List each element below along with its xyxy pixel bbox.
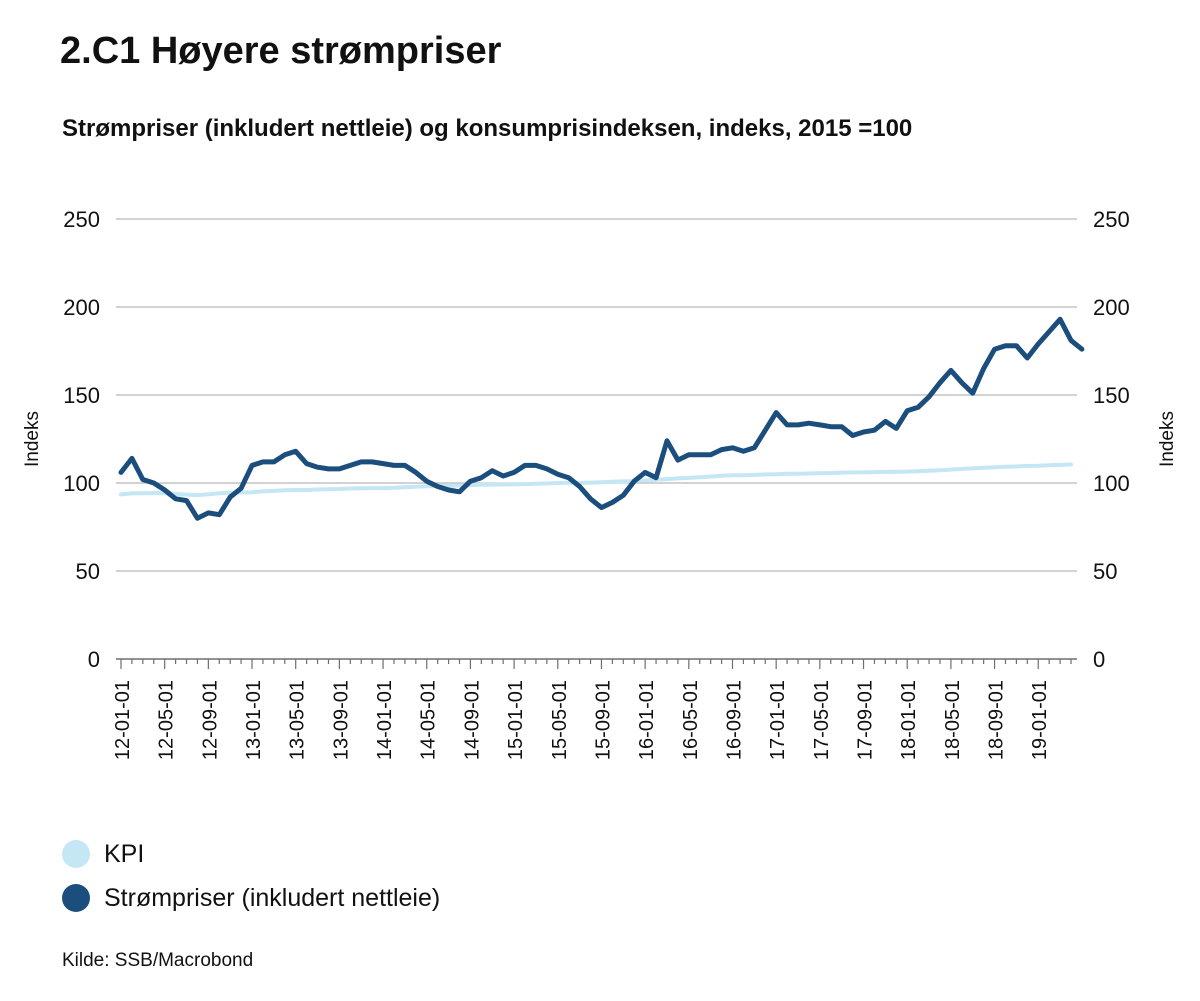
x-tick-label-13-05-01: 13-05-01: [287, 680, 309, 760]
x-tick-label-16-01-01: 16-01-01: [636, 680, 658, 760]
y-tick-left-100: 100: [63, 471, 100, 496]
x-tick-label-17-09-01: 17-09-01: [855, 680, 877, 760]
legend-swatch-strompriser: [62, 884, 90, 912]
x-tick-label-13-09-01: 13-09-01: [330, 680, 352, 760]
chart-title: 2.C1 Høyere strømpriser: [60, 30, 502, 72]
chart-subtitle: Strømpriser (inkludert nettleie) og kons…: [62, 115, 913, 142]
x-tick-label-13-01-01: 13-01-01: [243, 680, 265, 760]
y-tick-left-150: 150: [63, 383, 100, 408]
x-tick-label-12-09-01: 12-09-01: [199, 680, 221, 760]
x-tick-label-15-01-01: 15-01-01: [505, 680, 527, 760]
y-tick-left-0: 0: [88, 647, 100, 672]
y-axis-title-right: Indeks: [1157, 411, 1178, 467]
series-line-kpi: [119, 462, 1073, 498]
legend: KPI Strømpriser (inkludert nettleie): [62, 832, 440, 920]
legend-label-strompriser: Strømpriser (inkludert nettleie): [104, 883, 441, 912]
x-tick-label-14-05-01: 14-05-01: [418, 680, 440, 760]
x-tick-label-16-09-01: 16-09-01: [723, 680, 745, 760]
x-tick-label-12-01-01: 12-01-01: [112, 680, 134, 760]
y-axis-title-left: Indeks: [22, 411, 43, 467]
x-tick-label-17-01-01: 17-01-01: [767, 680, 789, 760]
y-tick-left-250: 250: [63, 207, 100, 232]
x-tick-label-19-01-01: 19-01-01: [1029, 680, 1051, 760]
x-tick-label-17-05-01: 17-05-01: [811, 680, 833, 760]
legend-swatch-kpi: [62, 840, 90, 868]
legend-item-kpi: KPI: [62, 832, 440, 876]
y-tick-right-50: 50: [1093, 559, 1117, 584]
y-tick-right-250: 250: [1093, 207, 1130, 232]
series-line-strompriser: [118, 316, 1085, 521]
x-tick-label-15-05-01: 15-05-01: [549, 680, 571, 760]
x-tick-label-18-09-01: 18-09-01: [986, 680, 1008, 760]
x-tick-label-18-01-01: 18-01-01: [898, 680, 920, 760]
x-tick-label-12-05-01: 12-05-01: [156, 680, 178, 760]
y-tick-right-100: 100: [1093, 471, 1130, 496]
x-tick-label-15-09-01: 15-09-01: [592, 680, 614, 760]
x-tick-label-18-05-01: 18-05-01: [942, 680, 964, 760]
y-tick-right-200: 200: [1093, 295, 1130, 320]
x-tick-label-14-09-01: 14-09-01: [461, 680, 483, 760]
y-tick-right-0: 0: [1093, 647, 1105, 672]
y-tick-right-150: 150: [1093, 383, 1130, 408]
source-note: Kilde: SSB/Macrobond: [62, 950, 254, 971]
y-tick-left-50: 50: [76, 559, 100, 584]
y-tick-left-200: 200: [63, 295, 100, 320]
x-tick-label-14-01-01: 14-01-01: [374, 680, 396, 760]
legend-label-kpi: KPI: [104, 839, 145, 868]
line-chart: 0 0 50 50 100 100 150 150 200 200 250 250 12-01-01 12…: [22, 207, 1178, 760]
legend-item-strompriser: Strømpriser (inkludert nettleie): [62, 876, 440, 920]
x-tick-label-16-05-01: 16-05-01: [680, 680, 702, 760]
